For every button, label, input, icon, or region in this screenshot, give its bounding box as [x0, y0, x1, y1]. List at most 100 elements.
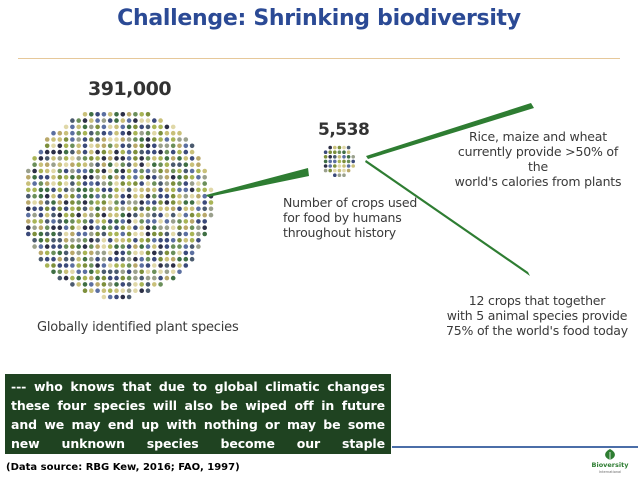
plant-species-dot [95, 137, 100, 142]
plant-species-dot [183, 250, 189, 256]
plant-species-dot [139, 263, 144, 268]
twelve-crops-label: 12 crops that together with 5 animal spe… [442, 293, 632, 338]
plant-species-dot [70, 124, 75, 130]
plant-species-dot [164, 175, 170, 180]
plant-species-dot [196, 156, 201, 161]
plant-species-dot [120, 181, 126, 186]
plant-species-dot [139, 187, 144, 193]
plant-species-dot [38, 187, 44, 193]
plant-species-dot [189, 168, 195, 174]
plant-species-dot [145, 137, 151, 142]
plant-species-dot [101, 212, 107, 218]
plant-species-dot [44, 175, 50, 180]
plant-species-dot [208, 200, 214, 205]
plant-species-dot [114, 149, 119, 155]
plant-species-dot [89, 231, 94, 237]
plant-species-dot [89, 143, 94, 149]
food-crop-dot [323, 159, 328, 164]
plant-species-dot [120, 250, 126, 256]
plant-species-dot [57, 244, 63, 249]
plant-species-dot [145, 112, 151, 117]
plant-species-dot [133, 212, 138, 218]
plant-species-dot [95, 288, 100, 294]
plant-species-dot [196, 181, 201, 186]
plant-species-dot [126, 269, 132, 275]
plant-species-dot [152, 130, 157, 136]
plant-species-dot [126, 118, 132, 123]
plant-species-dot [145, 225, 151, 230]
plant-species-dot [152, 256, 157, 262]
plant-species-dot [63, 225, 69, 230]
plant-species-dot [107, 181, 113, 186]
plant-species-dot [82, 193, 88, 199]
plant-species-dot [170, 168, 176, 174]
plant-species-dot [44, 250, 50, 256]
plant-species-dot [89, 269, 94, 275]
plant-species-dot [51, 149, 56, 155]
food-crop-dot [333, 173, 337, 177]
plant-species-dot [95, 200, 100, 205]
food-crop-dot [342, 155, 346, 159]
plant-species-dot [95, 143, 100, 149]
plant-species-dot [170, 175, 176, 180]
plant-species-dot [133, 269, 138, 275]
food-crop-dot [351, 155, 356, 159]
plant-species-dot [76, 231, 81, 237]
plant-species-dot [114, 219, 119, 224]
plant-species-dot [139, 124, 144, 130]
plant-species-dot [82, 212, 88, 218]
plant-species-dot [139, 269, 144, 275]
plant-species-dot [82, 118, 88, 123]
plant-species-dot [51, 200, 56, 205]
plant-species-dot [89, 187, 94, 193]
plant-species-dot [26, 225, 31, 230]
plant-species-dot [95, 256, 100, 262]
plant-species-dot [183, 181, 189, 186]
plant-species-dot [139, 137, 144, 142]
plant-species-dot [183, 156, 189, 161]
plant-species-dot [145, 162, 151, 167]
plant-species-dot [57, 156, 63, 161]
plant-species-dot [120, 143, 126, 149]
food-crop-dot [337, 173, 342, 177]
plant-species-dot [120, 244, 126, 249]
plant-species-dot [114, 212, 119, 218]
plant-species-dot [57, 225, 63, 230]
plant-species-dot [183, 162, 189, 167]
plant-species-dot [70, 206, 75, 212]
plant-species-dot [152, 269, 157, 275]
food-crops-label-line-3: throughout history [283, 225, 396, 240]
plant-species-dot [38, 156, 44, 161]
plant-species-dot [120, 219, 126, 224]
plant-species-dot [183, 219, 189, 224]
plant-species-dot [38, 181, 44, 186]
plant-species-dot [133, 175, 138, 180]
plant-species-dot [70, 118, 75, 123]
plant-species-dot [152, 231, 157, 237]
plant-species-dot [70, 137, 75, 142]
plant-species-dot [139, 238, 144, 243]
plant-species-dot [107, 143, 113, 149]
plant-species-dot [57, 219, 63, 224]
plant-species-dot [177, 244, 182, 249]
plant-species-dot [63, 181, 69, 186]
logo-tagline: International [599, 470, 621, 474]
plant-species-dot [70, 187, 75, 193]
plant-species-dot [101, 206, 107, 212]
plant-species-dot [170, 187, 176, 193]
plant-species-dot [126, 263, 132, 268]
plant-species-dot [63, 238, 69, 243]
plant-species-dot [95, 225, 100, 230]
plant-species-dot [114, 137, 119, 142]
plant-species-dot [70, 282, 75, 287]
plant-species-dot [177, 181, 182, 186]
plant-species-dot [139, 231, 144, 237]
plant-species-dot [63, 219, 69, 224]
plant-species-dot [38, 238, 44, 243]
plant-species-dot [208, 212, 214, 218]
plant-species-dot [101, 162, 107, 167]
plant-species-dot [76, 219, 81, 224]
plant-species-dot [183, 149, 189, 155]
plant-species-dot [202, 225, 207, 230]
plant-species-dot [70, 168, 75, 174]
